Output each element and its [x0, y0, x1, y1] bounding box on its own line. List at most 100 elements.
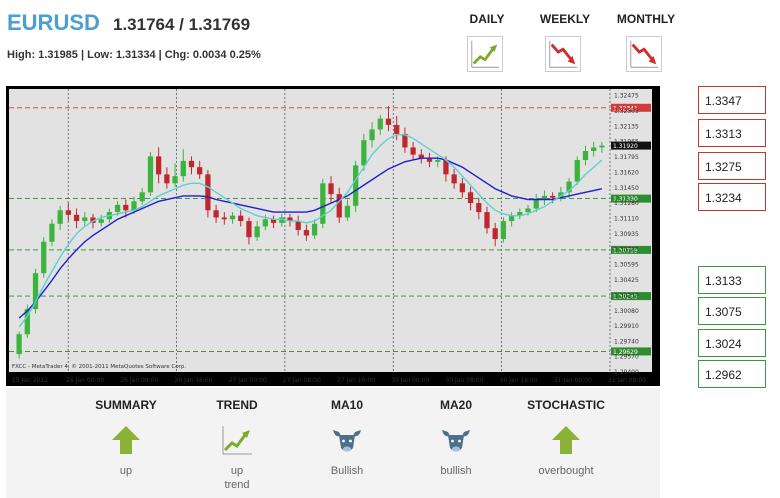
candle-body: [402, 133, 408, 148]
indicator-icon-wrap: [219, 422, 255, 458]
bull-icon: [442, 430, 470, 452]
candle-body: [147, 156, 154, 193]
current-price-tag: [611, 141, 651, 150]
x-tick-label: 26 Jan 08:00: [120, 377, 158, 384]
indicator-icon-wrap: [438, 422, 474, 458]
candle-body: [320, 183, 326, 224]
x-tick-label: 27 Jan 16:00: [337, 377, 375, 384]
candle-body: [484, 212, 490, 229]
candle-body: [459, 183, 465, 193]
candle-body: [525, 208, 531, 213]
price-chart[interactable]: 1.32341 1.31330 1.30759 1.30245 1.29629 1.324…: [6, 86, 660, 386]
candle-body: [82, 217, 88, 222]
y-tick-label: 1.30425: [614, 277, 639, 284]
daily-stats: High: 1.31985 | Low: 1.31334 | Chg: 0.00…: [7, 49, 261, 61]
candle-body: [246, 221, 252, 238]
candle-body: [467, 192, 474, 204]
candle-body: [123, 204, 129, 211]
candle-body: [205, 174, 211, 211]
level-tag-label: 1.30759: [613, 247, 638, 254]
candle-body: [156, 156, 162, 175]
y-tick-label: 1.31620: [614, 170, 639, 177]
candle-body: [238, 215, 244, 222]
level-tag: [611, 194, 651, 203]
support-level: 1.3075: [698, 297, 766, 325]
indicator-icon-wrap: [548, 422, 584, 458]
indicator-value: bullish: [440, 465, 472, 477]
candle-body: [287, 217, 293, 222]
level-tag: [611, 245, 651, 254]
y-tick-label: 1.30935: [614, 231, 639, 238]
up-trend-chart-icon: [222, 426, 252, 455]
candle-body: [591, 147, 597, 151]
candle-body: [270, 219, 277, 223]
y-tick-label: 1.32135: [614, 123, 639, 130]
y-tick-label: 1.29740: [614, 338, 639, 345]
indicator-panel: [6, 388, 660, 498]
candle-body: [377, 118, 383, 130]
candle-body: [558, 192, 564, 198]
candle-body: [385, 118, 392, 125]
up-trend-chart-icon: [471, 40, 500, 68]
y-tick-label: 1.31450: [614, 185, 639, 192]
indicator-stochastic: STOCHASTIC overbought: [511, 398, 621, 478]
indicator-icon-wrap: [329, 422, 365, 458]
y-tick-label: 1.32305: [614, 108, 639, 115]
x-tick-label: 27 Jan 00:00: [229, 377, 267, 384]
candle-body: [221, 217, 227, 220]
level-tag-label: 1.31330: [613, 196, 638, 203]
candle-body: [229, 215, 236, 220]
candle-body: [361, 140, 367, 166]
candle-body: [262, 219, 268, 227]
candle-body: [254, 226, 260, 238]
candle-body: [599, 145, 605, 148]
candle-body: [344, 205, 351, 218]
y-tick-label: 1.31280: [614, 200, 639, 207]
resistance-level: 1.3234: [698, 183, 766, 211]
y-tick-label: 1.30080: [614, 308, 639, 315]
y-tick-label: 1.30250: [614, 293, 639, 300]
candle-body: [73, 214, 80, 222]
indicator-summary: SUMMARY up: [71, 398, 181, 478]
candle-body: [65, 210, 71, 215]
indicator-value: up: [119, 465, 133, 477]
candle-body: [49, 223, 55, 242]
candle-body: [303, 230, 310, 236]
candle-body: [213, 210, 219, 218]
indicator-value: up trend: [224, 465, 250, 491]
bull-icon: [333, 430, 361, 452]
candle-body: [451, 174, 457, 184]
x-tick-label: 31 Jan 08:00: [608, 377, 646, 384]
candle-body: [541, 195, 548, 200]
x-tick-label: 26 Jan 16:00: [175, 377, 213, 384]
candle-body: [328, 183, 334, 195]
indicator-title: SUMMARY: [95, 398, 157, 412]
x-tick-label: 25 Jan 2012: [12, 377, 48, 384]
current-price-label: 1.31920: [613, 143, 638, 150]
candle-body: [279, 217, 285, 223]
y-tick-label: 1.29570: [614, 354, 639, 361]
candle-body: [550, 195, 556, 198]
x-tick-label: 30 Jan 08:00: [445, 377, 483, 384]
y-tick-label: 1.29910: [614, 323, 639, 330]
candle-body: [533, 199, 539, 209]
candle-body: [435, 159, 441, 162]
x-tick-label: 31 Jan 00:00: [554, 377, 592, 384]
candle-body: [311, 223, 318, 236]
up-arrow-icon: [112, 426, 140, 454]
candle-body: [41, 241, 47, 274]
y-tick-label: 1.31795: [614, 154, 639, 161]
indicator-ma20: MA20 bullish: [401, 398, 511, 478]
timeframe-label-monthly: MONTHLY: [616, 12, 676, 26]
candle-body: [24, 309, 30, 335]
candle-body: [566, 181, 572, 193]
indicator-title: STOCHASTIC: [527, 398, 605, 412]
resistance-level: 1.3313: [698, 119, 766, 147]
chart-watermark: FXCC - MetaTrader 4, © 2001-2011 MetaQuo…: [12, 363, 186, 370]
indicator-trend: TREND up trend: [182, 398, 292, 492]
indicator-value: Bullish: [330, 465, 364, 477]
y-tick-label: 1.30765: [614, 246, 639, 253]
bid-ask-price: 1.31764 / 1.31769: [113, 15, 251, 34]
timeframe-label-weekly: WEEKLY: [539, 12, 591, 26]
timeframe-icon-box-weekly: [545, 36, 581, 72]
